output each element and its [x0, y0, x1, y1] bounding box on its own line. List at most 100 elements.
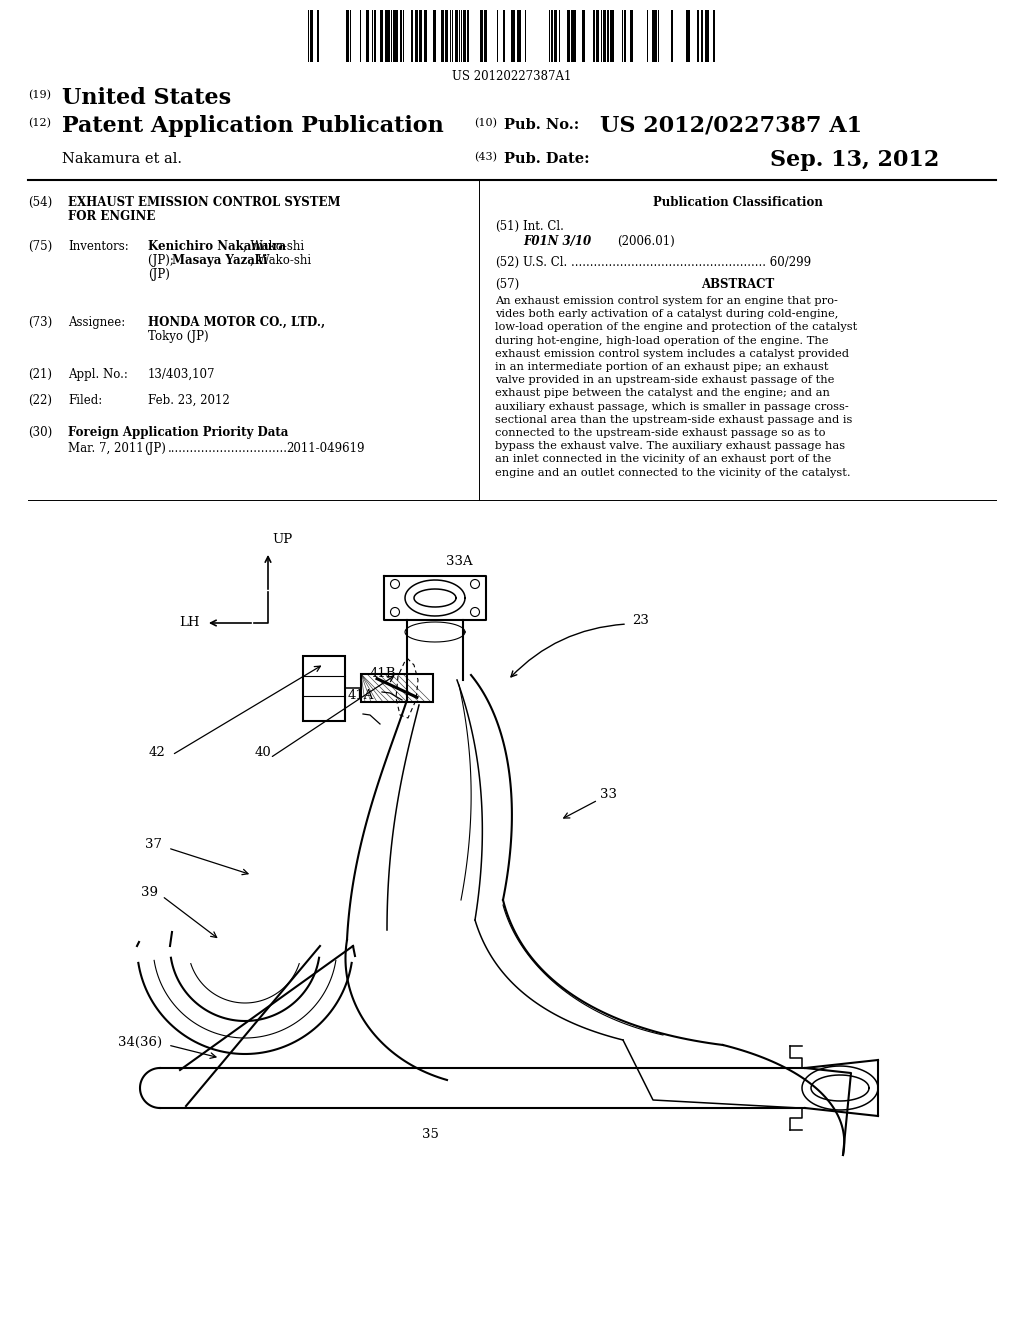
Text: in an intermediate portion of an exhaust pipe; an exhaust: in an intermediate portion of an exhaust… [496, 362, 828, 372]
Text: 35: 35 [422, 1129, 438, 1140]
Text: (43): (43) [474, 152, 497, 162]
Text: (2006.01): (2006.01) [617, 235, 675, 248]
Text: auxiliary exhaust passage, which is smaller in passage cross-: auxiliary exhaust passage, which is smal… [496, 401, 849, 412]
Bar [503, 11, 505, 62]
Bar [713, 11, 715, 62]
Bar [705, 11, 709, 62]
Text: Feb. 23, 2012: Feb. 23, 2012 [148, 393, 229, 407]
Text: Appl. No.:: Appl. No.: [68, 368, 128, 381]
Text: 39: 39 [141, 887, 158, 899]
Bar [411, 11, 413, 62]
Text: HONDA MOTOR CO., LTD.,: HONDA MOTOR CO., LTD., [148, 315, 326, 329]
Bar [686, 11, 690, 62]
Bar [419, 11, 422, 62]
Bar [701, 11, 703, 62]
Bar [607, 11, 609, 62]
Text: bypass the exhaust valve. The auxiliary exhaust passage has: bypass the exhaust valve. The auxiliary … [496, 441, 846, 451]
Bar [571, 11, 575, 62]
Text: Nakamura et al.: Nakamura et al. [62, 152, 182, 166]
Text: Filed:: Filed: [68, 393, 102, 407]
Bar [433, 11, 436, 62]
Text: (19): (19) [28, 90, 51, 100]
Text: (75): (75) [28, 240, 52, 253]
Bar [380, 11, 383, 62]
Bar [467, 11, 469, 62]
Bar [671, 11, 673, 62]
Text: (57): (57) [496, 279, 519, 290]
Text: engine and an outlet connected to the vicinity of the catalyst.: engine and an outlet connected to the vi… [496, 467, 851, 478]
Text: Pub. No.:: Pub. No.: [504, 117, 580, 132]
Text: FOR ENGINE: FOR ENGINE [68, 210, 156, 223]
Text: exhaust emission control system includes a catalyst provided: exhaust emission control system includes… [496, 348, 849, 359]
Bar [400, 11, 402, 62]
Bar [610, 11, 614, 62]
Bar [303, 656, 345, 721]
Bar [463, 11, 466, 62]
Text: low-load operation of the engine and protection of the catalyst: low-load operation of the engine and pro… [496, 322, 857, 333]
Text: Kenichiro Nakamura: Kenichiro Nakamura [148, 240, 286, 253]
Text: vides both early activation of a catalyst during cold-engine,: vides both early activation of a catalys… [496, 309, 839, 319]
Bar [517, 11, 521, 62]
Text: connected to the upstream-side exhaust passage so as to: connected to the upstream-side exhaust p… [496, 428, 825, 438]
Text: (22): (22) [28, 393, 52, 407]
Text: F01N 3/10: F01N 3/10 [523, 235, 591, 248]
Text: US 2012/0227387 A1: US 2012/0227387 A1 [600, 115, 862, 137]
Bar [441, 11, 444, 62]
Text: Patent Application Publication: Patent Application Publication [62, 115, 443, 137]
Text: 41A: 41A [348, 689, 375, 702]
Text: LH: LH [179, 616, 200, 630]
Text: ................................: ................................ [168, 442, 288, 455]
Text: 23: 23 [632, 614, 649, 627]
Text: 34(36): 34(36) [118, 1035, 162, 1048]
Bar [603, 11, 606, 62]
Text: (54): (54) [28, 195, 52, 209]
Text: sectional area than the upstream-side exhaust passage and is: sectional area than the upstream-side ex… [496, 414, 853, 425]
Bar [554, 11, 557, 62]
Text: (JP): (JP) [148, 268, 170, 281]
Bar [630, 11, 633, 62]
Text: An exhaust emission control system for an engine that pro-: An exhaust emission control system for a… [496, 296, 838, 306]
Text: an inlet connected in the vicinity of an exhaust port of the: an inlet connected in the vicinity of an… [496, 454, 831, 465]
Bar [374, 11, 376, 62]
Text: UP: UP [272, 533, 292, 546]
Text: (12): (12) [28, 117, 51, 128]
Bar [697, 11, 699, 62]
Text: Sep. 13, 2012: Sep. 13, 2012 [770, 149, 939, 172]
Bar [361, 675, 433, 702]
Text: , Wako-shi: , Wako-shi [250, 253, 311, 267]
Bar [317, 11, 319, 62]
Text: 37: 37 [145, 838, 162, 851]
Bar [346, 11, 349, 62]
Bar [415, 11, 418, 62]
Text: , Wako-shi: , Wako-shi [243, 240, 304, 253]
Bar [310, 11, 313, 62]
Text: (10): (10) [474, 117, 497, 128]
Text: (73): (73) [28, 315, 52, 329]
Bar [511, 11, 515, 62]
Text: Inventors:: Inventors: [68, 240, 129, 253]
Bar [596, 11, 599, 62]
Text: exhaust pipe between the catalyst and the engine; and an: exhaust pipe between the catalyst and th… [496, 388, 830, 399]
Bar [366, 11, 369, 62]
Bar [445, 11, 449, 62]
Bar [567, 11, 570, 62]
Text: (21): (21) [28, 368, 52, 381]
Text: Pub. Date:: Pub. Date: [504, 152, 590, 166]
Text: (52): (52) [496, 256, 519, 269]
Text: Assignee:: Assignee: [68, 315, 125, 329]
Text: (JP);: (JP); [148, 253, 177, 267]
Text: 33: 33 [600, 788, 617, 801]
Text: Mar. 7, 2011: Mar. 7, 2011 [68, 442, 143, 455]
Text: Foreign Application Priority Data: Foreign Application Priority Data [68, 426, 289, 440]
Text: (51): (51) [496, 220, 519, 234]
Text: 2011-049619: 2011-049619 [286, 442, 365, 455]
Text: ABSTRACT: ABSTRACT [701, 279, 774, 290]
Text: 42: 42 [148, 746, 165, 759]
Bar [393, 11, 398, 62]
Text: 41B: 41B [370, 667, 396, 680]
Text: 13/403,107: 13/403,107 [148, 368, 215, 381]
Bar [385, 11, 390, 62]
Text: 33A: 33A [446, 554, 473, 568]
Bar [652, 11, 657, 62]
Text: Int. Cl.: Int. Cl. [523, 220, 564, 234]
